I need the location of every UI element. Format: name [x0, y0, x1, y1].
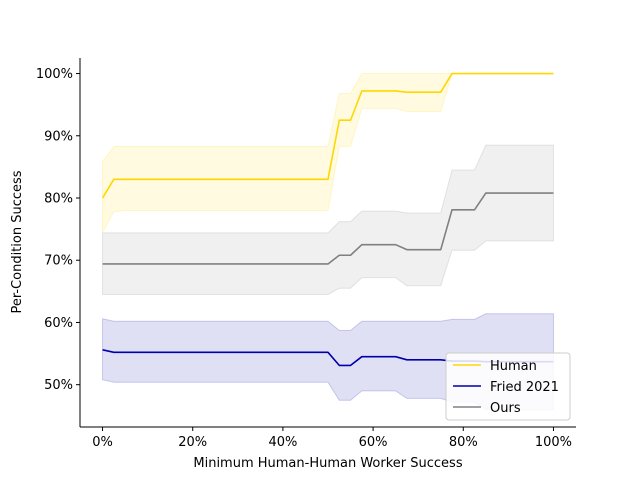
line-human	[101, 72, 554, 199]
y-ticks: 50% 60% 70% 80% 90% 100%	[36, 67, 80, 393]
x-tick-label: 100%	[535, 435, 572, 450]
x-tick-label: 40%	[268, 435, 297, 450]
line-ours	[102, 192, 554, 265]
x-tick-label: 20%	[178, 435, 207, 450]
legend-label-human: Human	[490, 359, 537, 374]
x-tick-label: 0%	[92, 435, 113, 450]
confidence-bands	[102, 73, 554, 411]
x-axis-label: Minimum Human-Human Worker Success	[193, 456, 462, 471]
y-tick-label: 70%	[44, 254, 73, 269]
legend: Human Fried 2021 Ours	[445, 352, 571, 421]
legend-box	[445, 352, 571, 421]
y-tick-label: 50%	[44, 378, 73, 393]
axes	[79, 58, 576, 428]
legend-label-fried-2021: Fried 2021	[490, 380, 559, 395]
x-ticks: 0% 20% 40% 60% 80% 100%	[92, 427, 572, 450]
legend-label-ours: Ours	[490, 401, 521, 416]
band-ours	[102, 144, 554, 295]
x-tick-label: 60%	[359, 435, 388, 450]
x-tick-label: 80%	[449, 435, 478, 450]
y-tick-label: 80%	[44, 192, 73, 207]
y-axis-label: Per-Condition Success	[10, 170, 25, 313]
y-tick-label: 60%	[44, 316, 73, 331]
y-tick-label: 100%	[36, 67, 73, 82]
y-tick-label: 90%	[44, 129, 73, 144]
